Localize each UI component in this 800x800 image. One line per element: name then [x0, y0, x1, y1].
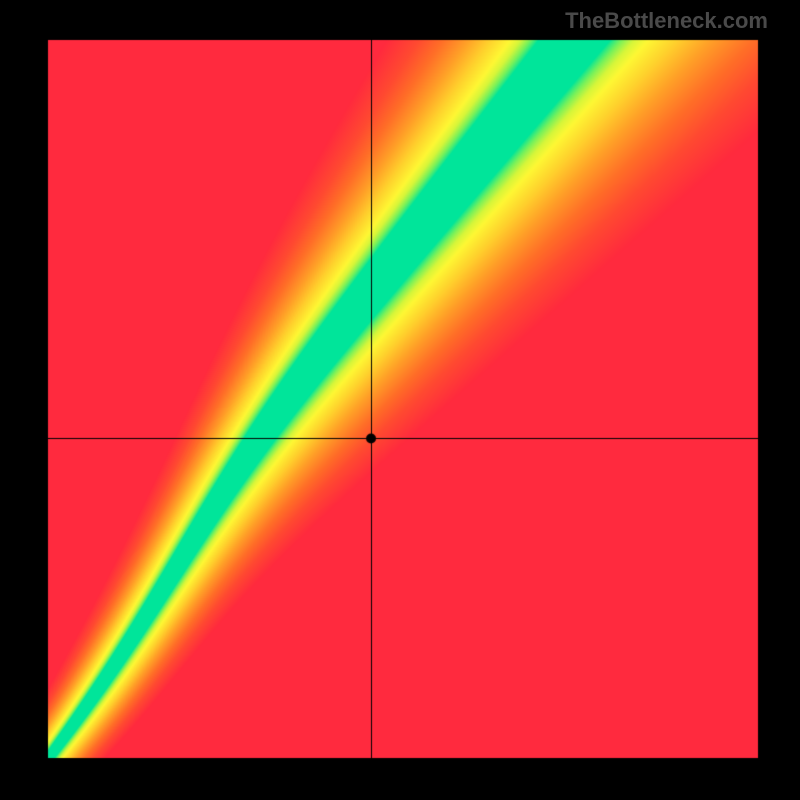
- watermark-text: TheBottleneck.com: [565, 8, 768, 34]
- heatmap-canvas: [0, 0, 800, 800]
- chart-container: TheBottleneck.com: [0, 0, 800, 800]
